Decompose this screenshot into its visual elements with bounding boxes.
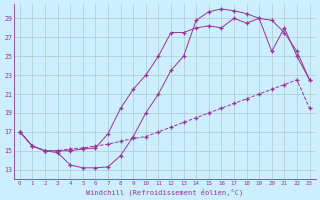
X-axis label: Windchill (Refroidissement éolien,°C): Windchill (Refroidissement éolien,°C) bbox=[86, 188, 243, 196]
